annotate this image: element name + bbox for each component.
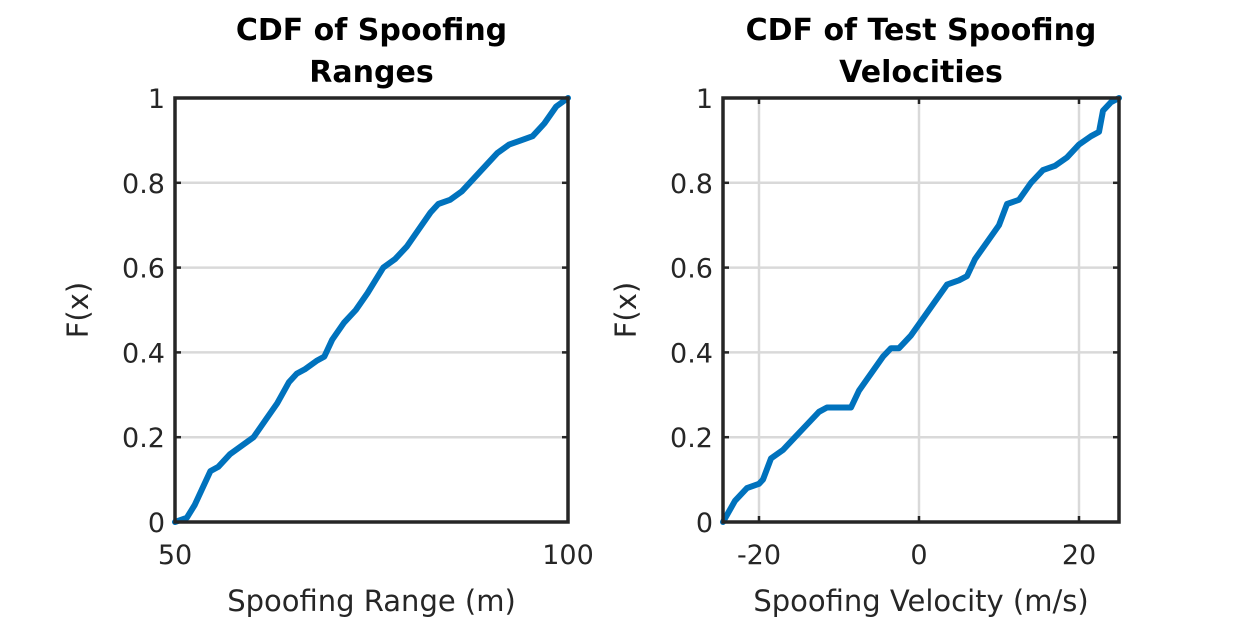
y-tick-label: 0.4 [670, 338, 713, 369]
y-tick-label: 0 [148, 508, 165, 539]
y-axis-label: F(x) [609, 282, 643, 338]
chart-title-line: Velocities [839, 55, 1003, 90]
x-tick-label: 100 [542, 540, 594, 571]
y-tick-label: 0.8 [122, 169, 165, 200]
plot-spoofing-ranges: 0 0.2 0.4 0.6 0.8 1 50 100 Spoofing Range (m) F(x… [61, 13, 594, 618]
y-tick-label: 1 [696, 84, 713, 115]
cdf-line [720, 95, 1122, 525]
x-axis-label: Spoofing Range (m) [227, 584, 516, 618]
x-axis-label: Spoofing Velocity (m/s) [753, 584, 1088, 618]
y-tick-label: 0 [696, 508, 713, 539]
y-tick-label: 0.2 [670, 423, 713, 454]
x-tick-label: 20 [1062, 540, 1096, 571]
y-tick-label: 0.8 [670, 169, 713, 200]
chart-title-line: CDF of Spoofing [236, 13, 507, 48]
axes-box [173, 96, 570, 524]
y-tick-label: 0.4 [122, 338, 165, 369]
y-tick-label: 0.2 [122, 423, 165, 454]
axes-box [721, 96, 1121, 524]
x-tick-label: 0 [910, 540, 927, 571]
x-tick-label: 50 [158, 540, 192, 571]
cdf-line [172, 95, 571, 525]
y-tick-label: 0.6 [122, 254, 165, 285]
x-tick-label: -20 [737, 540, 781, 571]
y-axis-label: F(x) [61, 282, 95, 338]
y-tick-label: 0.6 [670, 254, 713, 285]
chart-title-line: Ranges [309, 55, 433, 90]
plot-spoofing-velocities: 0 0.2 0.4 0.6 0.8 1 -20 0 20 Spoofing Velocity (m… [609, 13, 1122, 618]
y-tick-label: 1 [148, 84, 165, 115]
chart-title-line: CDF of Test Spoofing [746, 13, 1097, 48]
